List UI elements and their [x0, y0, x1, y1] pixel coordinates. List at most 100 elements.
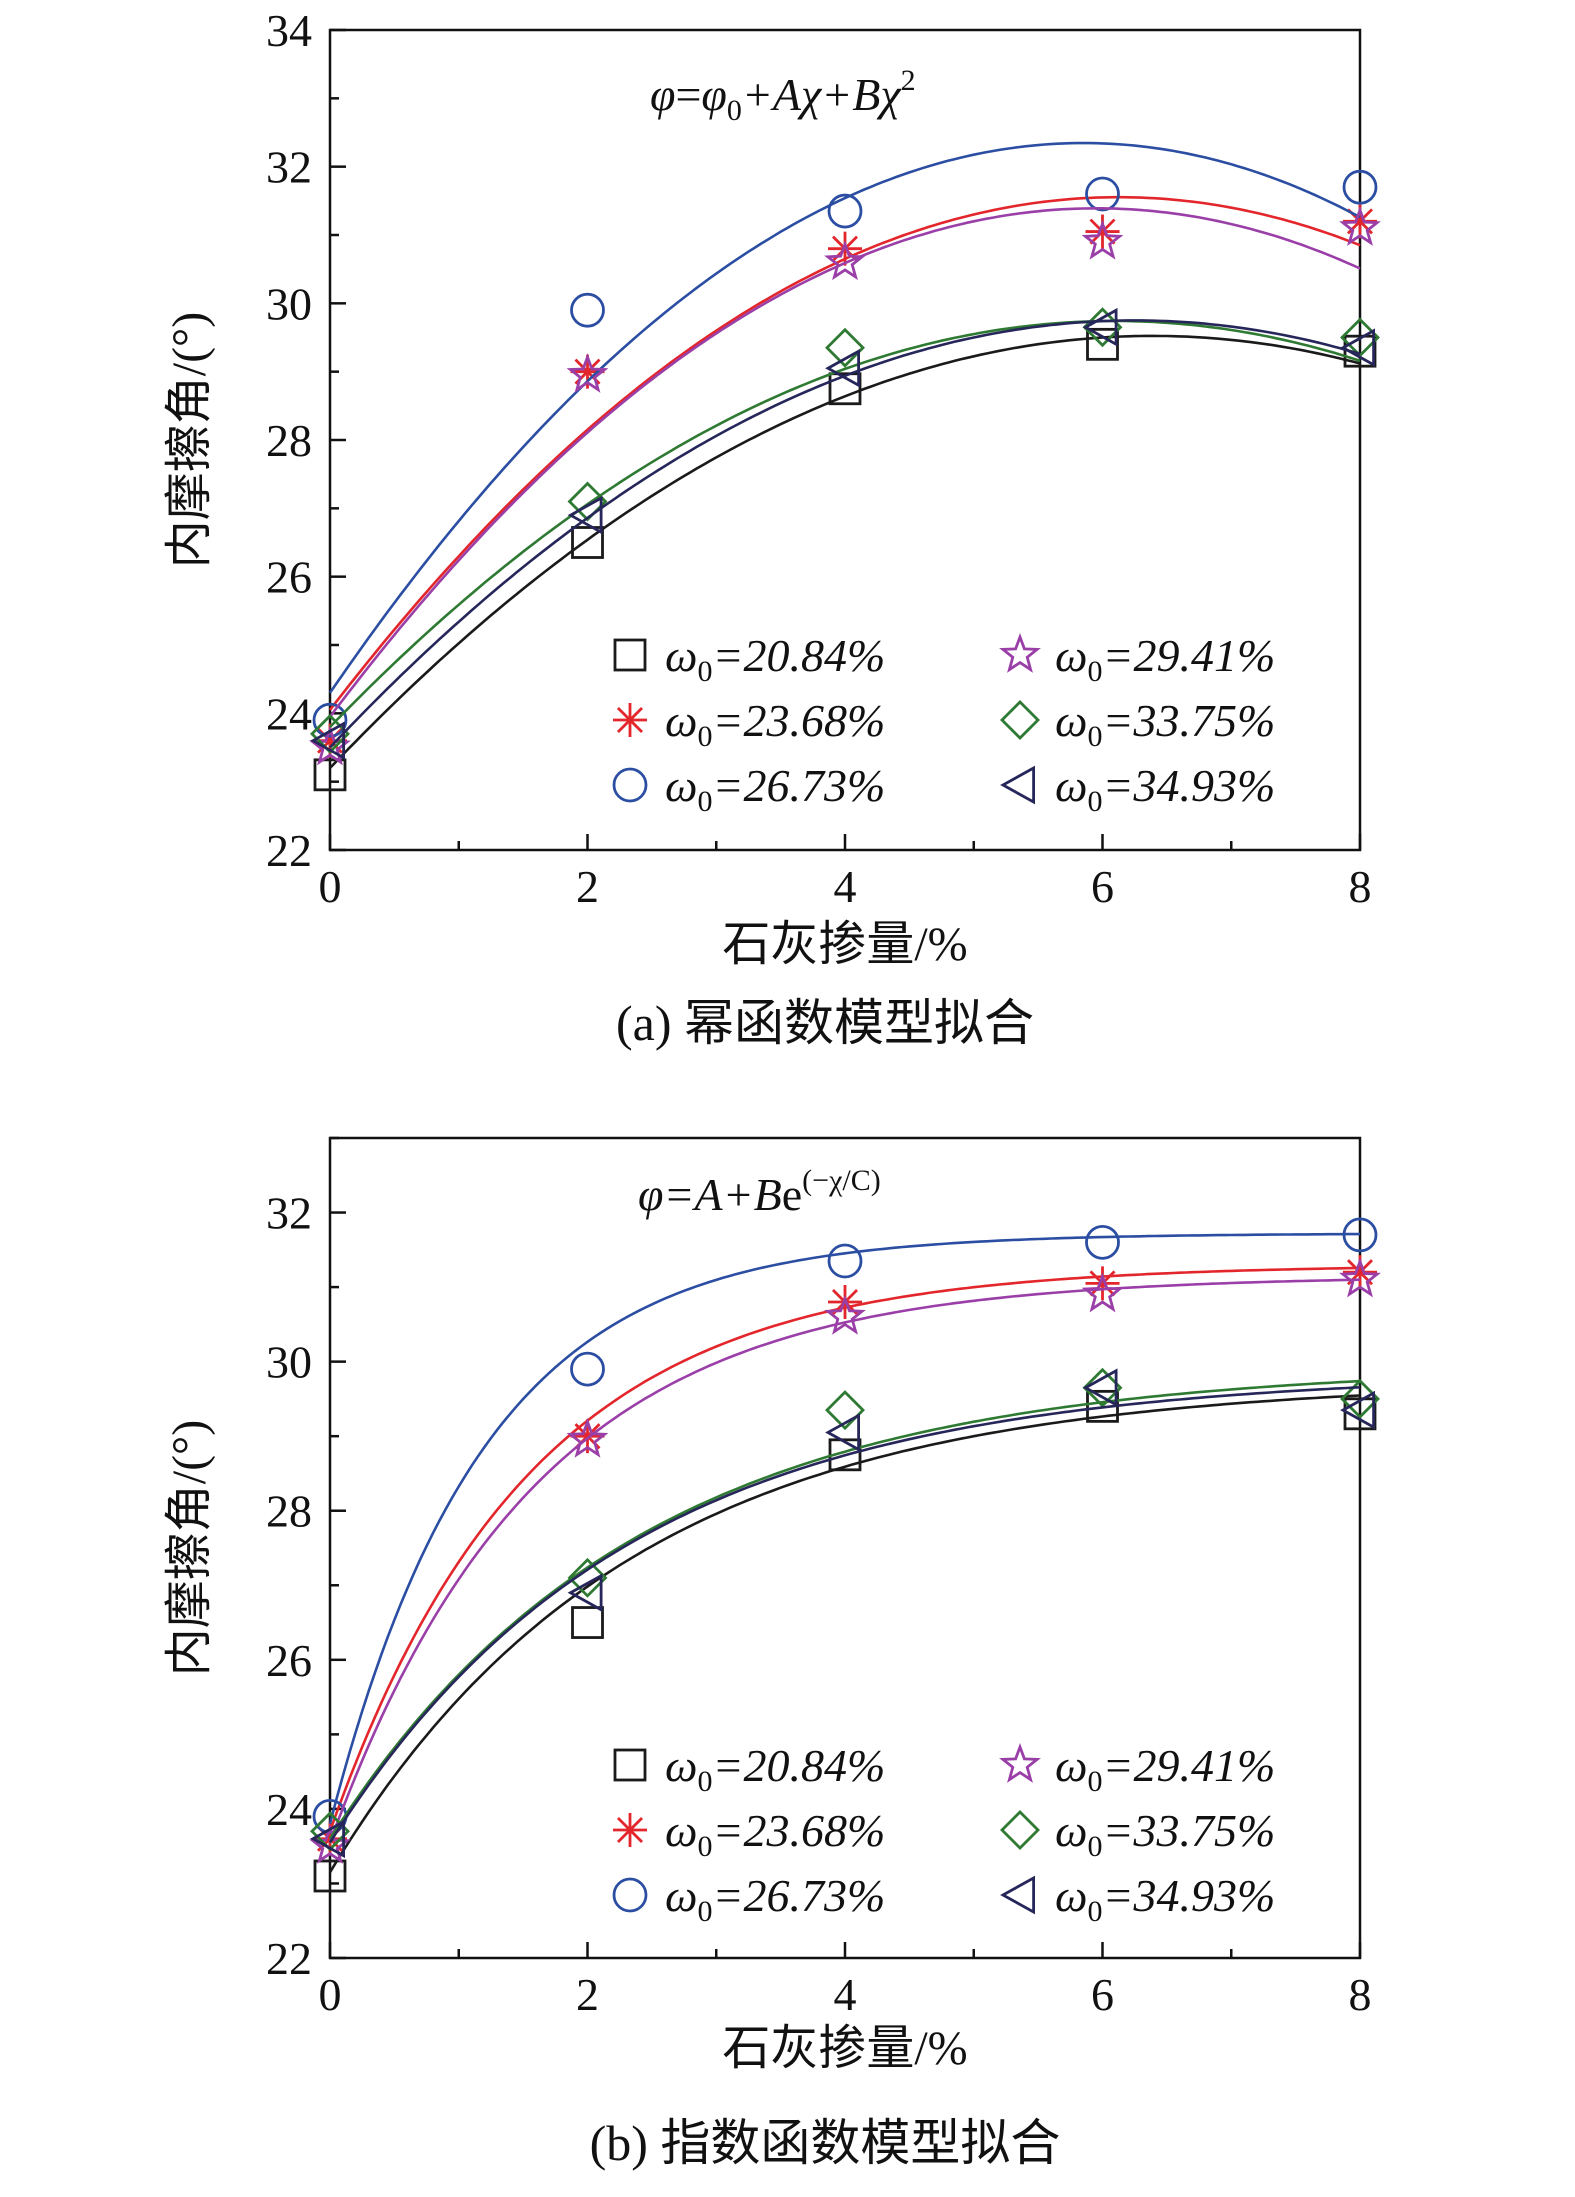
data-point — [825, 348, 860, 388]
legend-label: ω0=20.84% — [665, 630, 885, 688]
data-point — [1340, 328, 1375, 368]
x-tick-label: 8 — [1349, 1969, 1372, 2020]
legend-marker — [999, 632, 1041, 673]
data-point — [825, 327, 865, 368]
fit-curve — [328, 1278, 1361, 1843]
data-point — [824, 240, 866, 281]
data-point — [1081, 219, 1124, 260]
legend-label: ω0=23.68% — [665, 695, 885, 753]
x-tick-label: 4 — [834, 1969, 857, 2020]
x-axis-title: 石灰掺量/% — [722, 918, 967, 971]
data-point — [312, 702, 348, 738]
legend-label: ω0=29.41% — [1055, 1740, 1275, 1798]
fit-curve — [329, 319, 1361, 749]
data-point — [827, 1243, 863, 1279]
legend-marker — [999, 1742, 1041, 1783]
legend-label: ω0=20.84% — [665, 1740, 885, 1798]
legend-label: ω0=26.73% — [665, 760, 885, 818]
legend: ω0=20.84% ω0=23.68% ω0=26.73% ω0=29.41% ω0=3… — [612, 630, 1275, 818]
x-tick-label: 2 — [576, 861, 599, 912]
y-tick-label: 32 — [266, 142, 312, 193]
x-tick-label: 0 — [319, 861, 342, 912]
series-6 — [310, 1368, 1375, 1859]
data-point — [828, 372, 862, 406]
legend-marker — [1000, 1810, 1040, 1850]
y-tick-label: 28 — [266, 415, 312, 466]
data-point — [1085, 1224, 1120, 1260]
legend-marker — [1000, 1875, 1035, 1915]
series-6 — [310, 307, 1375, 761]
series-4 — [309, 206, 1381, 766]
legend-marker — [613, 1748, 647, 1782]
legend-label: ω0=33.75% — [1055, 695, 1275, 753]
data-point — [310, 1819, 346, 1859]
fit-curve — [329, 334, 1361, 769]
legend-marker — [612, 767, 648, 803]
data-point — [570, 292, 605, 328]
data-point — [1082, 307, 1118, 347]
x-tick-label: 2 — [576, 1969, 599, 2020]
data-point — [825, 1413, 860, 1452]
data-point — [567, 495, 603, 535]
x-tick-label: 6 — [1091, 1969, 1114, 2020]
legend-label: ω0=29.41% — [1055, 630, 1275, 688]
legend-marker — [1000, 765, 1035, 805]
x-axis-title: 石灰掺量/% — [722, 2022, 967, 2075]
y-tick-label: 30 — [266, 278, 312, 329]
data-point — [1085, 214, 1120, 249]
fit-formula: φ=A+Be(−χ/C) — [638, 1164, 881, 1220]
fit-curve — [328, 141, 1361, 694]
panel-caption: (a) 幂函数模型拟合 — [616, 995, 1034, 1051]
fit-curve — [328, 1386, 1361, 1844]
data-point — [313, 1859, 347, 1893]
fit-curve — [328, 1232, 1360, 1825]
y-tick-label: 24 — [266, 688, 312, 739]
series-3 — [312, 141, 1378, 738]
y-tick-label: 26 — [266, 552, 312, 603]
fit-curve — [328, 1379, 1361, 1840]
y-tick-label: 24 — [266, 1784, 312, 1835]
y-axis-title: 内摩擦角/(°) — [163, 1420, 216, 1677]
legend-marker — [612, 1877, 648, 1913]
data-point — [310, 713, 350, 754]
data-point — [571, 1606, 604, 1639]
data-point — [1339, 1257, 1381, 1298]
x-tick-label: 4 — [834, 861, 857, 912]
data-point — [1339, 206, 1381, 246]
y-axis-title: 内摩擦角/(°) — [163, 312, 216, 569]
x-tick-label: 6 — [1091, 861, 1114, 912]
legend-label: ω0=26.73% — [665, 1870, 885, 1928]
legend-label: ω0=34.93% — [1055, 1870, 1275, 1928]
y-tick-label: 22 — [266, 1933, 312, 1984]
y-tick-label: 34 — [266, 5, 312, 56]
legend-label: ω0=33.75% — [1055, 1805, 1275, 1863]
panel-caption: (b) 指数函数模型拟合 — [590, 2115, 1061, 2171]
data-point — [825, 1390, 865, 1431]
data-point — [1085, 1266, 1120, 1301]
data-point — [1342, 1217, 1378, 1253]
data-point — [1081, 1272, 1124, 1313]
data-point — [310, 721, 346, 761]
data-point — [570, 1351, 605, 1387]
legend-label: ω0=23.68% — [665, 1805, 885, 1863]
data-point — [824, 1294, 866, 1335]
x-tick-label: 0 — [319, 1969, 342, 2020]
y-tick-label: 30 — [266, 1337, 312, 1388]
y-tick-label: 28 — [266, 1486, 312, 1537]
legend-marker — [613, 703, 647, 737]
y-tick-label: 26 — [266, 1635, 312, 1686]
legend-marker — [613, 1813, 647, 1847]
data-point — [567, 1573, 603, 1613]
data-point — [1340, 1390, 1375, 1430]
x-tick-label: 8 — [1349, 861, 1372, 912]
data-point — [567, 1557, 608, 1598]
data-point — [1082, 1367, 1123, 1408]
data-point — [566, 1417, 609, 1458]
data-point — [571, 526, 604, 559]
y-tick-label: 32 — [266, 1188, 312, 1239]
data-point — [1085, 176, 1120, 212]
data-point — [313, 758, 347, 792]
